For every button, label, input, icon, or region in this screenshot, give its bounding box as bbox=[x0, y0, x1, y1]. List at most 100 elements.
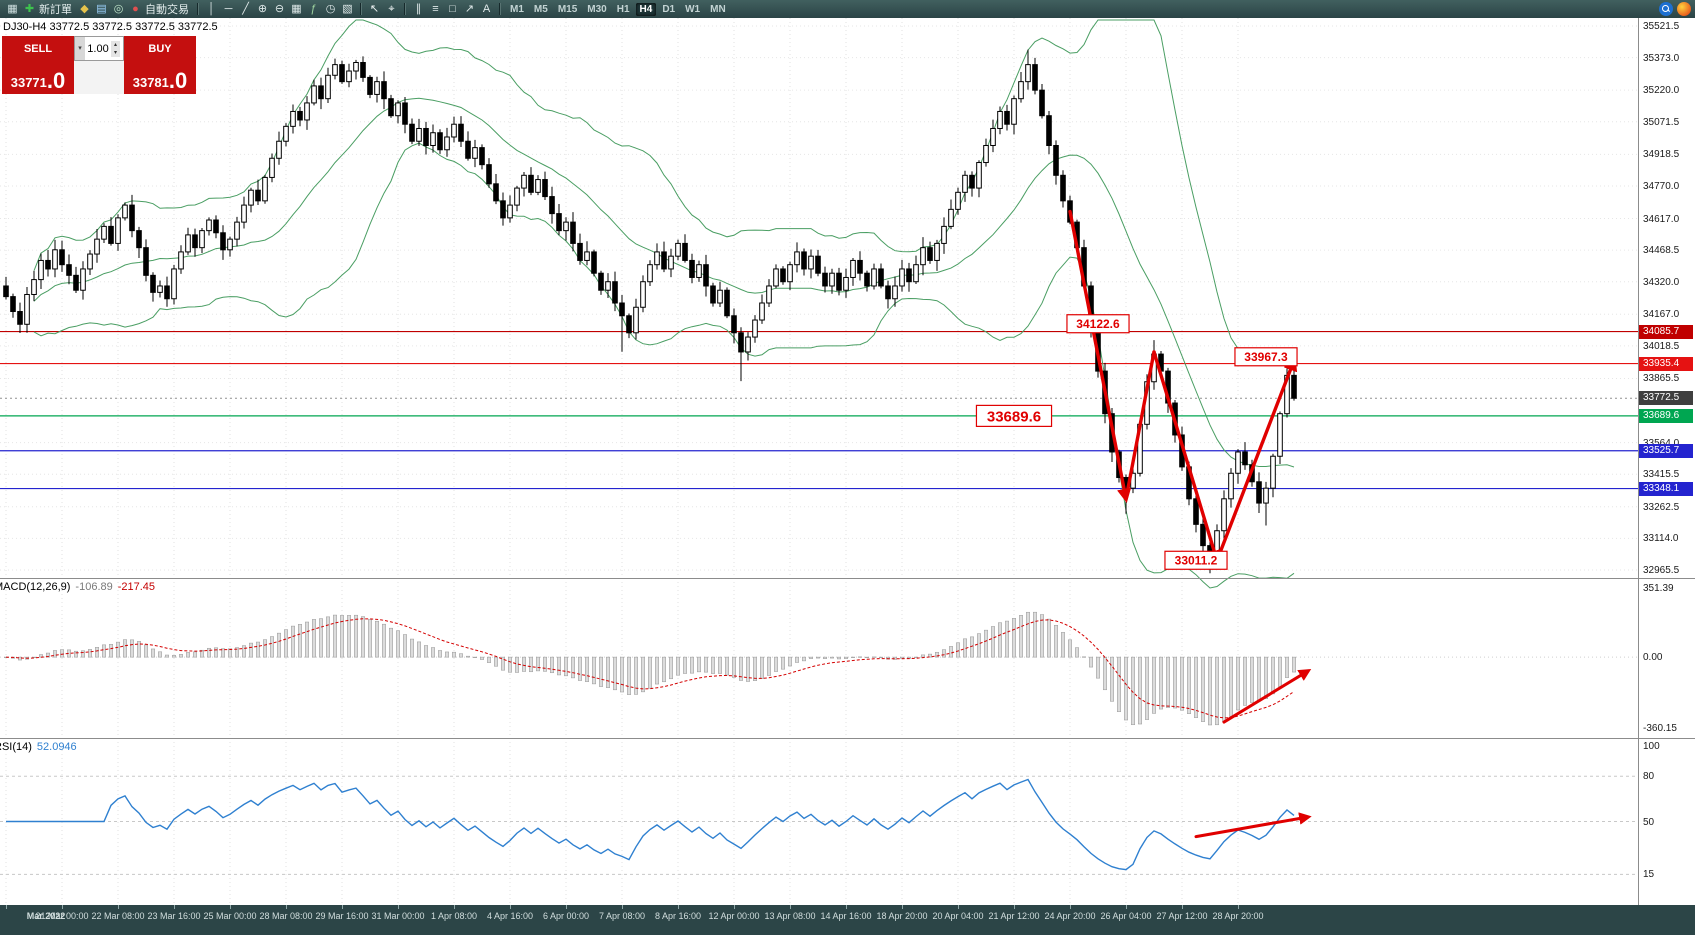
price-tick-label: 35521.5 bbox=[1643, 21, 1680, 32]
time-axis[interactable]: Mar 2022 21 Mar 00:00 22 Mar 08:00 23 Mar 1… bbox=[0, 905, 1695, 935]
timeframe-button-m1[interactable]: M1 bbox=[510, 3, 524, 15]
volume-down-icon[interactable]: ▾ bbox=[111, 48, 120, 57]
macd-trend-arrow[interactable] bbox=[1222, 668, 1312, 724]
time-axis-label: Mar 2022 bbox=[26, 911, 66, 921]
toolbar-separator bbox=[197, 3, 199, 15]
timeframe-switcher: M1 M5 M15 M30 H1 H4 D1 W1 MN bbox=[505, 2, 731, 16]
arrows-icon[interactable]: ↗ bbox=[464, 3, 475, 15]
time-axis-label: 23 Mar 16:00 bbox=[147, 911, 201, 921]
time-axis-tick bbox=[902, 905, 903, 909]
timeframe-button-m30[interactable]: M30 bbox=[587, 3, 607, 15]
time-axis-tick bbox=[958, 905, 959, 909]
trendline-icon[interactable]: ╱ bbox=[242, 3, 249, 15]
vertical-line-icon[interactable]: │ bbox=[208, 3, 215, 15]
time-axis-label: 14 Apr 16:00 bbox=[820, 911, 872, 921]
price-tick-label: 35220.0 bbox=[1643, 85, 1680, 97]
sell-price[interactable]: 33771.0 bbox=[2, 61, 74, 94]
profiles-icon[interactable]: ◆ bbox=[80, 3, 89, 15]
timeframe-button-h1[interactable]: H1 bbox=[616, 3, 630, 15]
grid-lines bbox=[0, 18, 1638, 905]
time-axis-tick bbox=[1014, 905, 1015, 909]
price-badge: 33935.4 bbox=[1639, 356, 1693, 371]
timeframe-button-m5[interactable]: M5 bbox=[533, 3, 548, 15]
time-axis-tick bbox=[118, 905, 119, 909]
macd-histogram bbox=[4, 611, 1297, 726]
volume-input[interactable] bbox=[85, 42, 111, 55]
price-tick-label: 34918.5 bbox=[1643, 149, 1680, 161]
buy-price[interactable]: 33781.0 bbox=[124, 61, 196, 94]
time-axis-label: 25 Mar 00:00 bbox=[203, 911, 257, 921]
rsi-trend-arrow[interactable] bbox=[1194, 812, 1312, 839]
time-axis-label: 31 Mar 00:00 bbox=[371, 911, 425, 921]
timeframe-button-mn[interactable]: MN bbox=[710, 3, 726, 15]
horizontal-level-lines[interactable] bbox=[0, 330, 1638, 490]
new-order-button-label[interactable]: 新訂單 bbox=[39, 4, 72, 16]
price-tick-label: 34018.5 bbox=[1643, 340, 1680, 352]
window-icon[interactable]: ▦ bbox=[7, 3, 18, 15]
time-axis-tick bbox=[678, 905, 679, 909]
rsi-indicator-label: RSI(14)52.0946 bbox=[0, 741, 77, 753]
panel-separator-rsi[interactable] bbox=[0, 738, 1695, 739]
timeframe-button-h4[interactable]: H4 bbox=[635, 2, 657, 16]
time-axis-label: 8 Apr 16:00 bbox=[654, 911, 702, 921]
horizontal-line-icon[interactable]: ─ bbox=[224, 3, 233, 15]
time-axis-label: 1 Apr 08:00 bbox=[430, 911, 478, 921]
time-axis-tick bbox=[342, 905, 343, 909]
time-axis-tick bbox=[1182, 905, 1183, 909]
sell-button[interactable]: SELL bbox=[2, 36, 74, 61]
time-axis-label: 6 Apr 00:00 bbox=[542, 911, 590, 921]
text-icon[interactable]: A bbox=[482, 3, 491, 15]
auto-trading-button[interactable]: ● bbox=[132, 3, 139, 15]
fibonacci-icon[interactable]: ≡ bbox=[432, 3, 439, 15]
crosshair-icon[interactable]: ⌖ bbox=[388, 3, 395, 15]
time-axis-label: 18 Apr 20:00 bbox=[876, 911, 928, 921]
time-axis-label: 13 Apr 08:00 bbox=[764, 911, 816, 921]
period-icon[interactable]: ◷ bbox=[325, 3, 336, 15]
time-axis-label: 21 Apr 12:00 bbox=[988, 911, 1040, 921]
time-axis-tick bbox=[1126, 905, 1127, 909]
rsi-line bbox=[6, 778, 1295, 871]
time-axis-tick bbox=[454, 905, 455, 909]
navigator-icon[interactable]: ◎ bbox=[113, 3, 124, 15]
macd-axis-label: 0.00 bbox=[1643, 652, 1663, 664]
price-axis-separator bbox=[1638, 18, 1639, 905]
tile-windows-icon[interactable]: ▦ bbox=[291, 3, 302, 15]
volume-dropdown-icon[interactable]: ▾ bbox=[75, 37, 85, 60]
timeframe-button-w1[interactable]: W1 bbox=[685, 3, 701, 15]
price-tick-label: 33415.5 bbox=[1643, 469, 1680, 481]
buy-button[interactable]: BUY bbox=[124, 36, 196, 61]
zoom-in-icon[interactable]: ⊕ bbox=[257, 3, 268, 15]
market-watch-icon[interactable]: ▤ bbox=[96, 3, 107, 15]
channel-icon[interactable]: ∥ bbox=[415, 3, 422, 15]
indicators-icon[interactable]: ƒ bbox=[310, 3, 317, 15]
cursor-icon[interactable]: ↖ bbox=[369, 3, 380, 15]
timeframe-button-d1[interactable]: D1 bbox=[662, 3, 676, 15]
time-axis-label: 29 Mar 16:00 bbox=[315, 911, 369, 921]
price-tick-label: 33262.5 bbox=[1643, 501, 1680, 513]
candlestick-series bbox=[3, 49, 1297, 574]
volume-box: ▾ ▴ ▾ bbox=[74, 36, 124, 61]
toolbar-right bbox=[1659, 2, 1691, 16]
rsi-axis-label: 100 bbox=[1643, 741, 1660, 752]
time-axis-tick bbox=[62, 905, 63, 909]
price-tick-label: 34770.0 bbox=[1643, 180, 1680, 192]
template-icon[interactable]: ▧ bbox=[342, 3, 353, 15]
price-tick-label: 35071.5 bbox=[1643, 116, 1680, 128]
new-order-button[interactable]: ✚ bbox=[24, 3, 35, 15]
time-axis-tick bbox=[1070, 905, 1071, 909]
trend-arrow-zigzag[interactable] bbox=[1068, 209, 1298, 565]
zoom-out-icon[interactable]: ⊖ bbox=[274, 3, 285, 15]
timeframe-button-m15[interactable]: M15 bbox=[557, 3, 578, 15]
one-click-trade-panel: SELL ▾ ▴ ▾ BUY 33771.0 33781.0 bbox=[2, 36, 196, 94]
macd-axis-label: -360.15 bbox=[1643, 723, 1677, 734]
price-annotation-labels[interactable]: 34122.6 33967.3 33689.6 33011.2 bbox=[975, 314, 1298, 570]
search-icon[interactable] bbox=[1659, 2, 1673, 16]
toolbar-icons: ▦ ✚ 新訂單 ◆ ▤ ◎ ● 自動交易 │ ─ ╱ ⊕ ⊖ ▦ ƒ ◷ ▧ ↖ ⌖ ∥ ≡ □ ↗ A bbox=[4, 1, 505, 17]
panel-separator-macd[interactable] bbox=[0, 578, 1695, 579]
shapes-icon[interactable]: □ bbox=[449, 3, 456, 15]
toolbar-separator bbox=[404, 3, 406, 15]
auto-trading-button-label[interactable]: 自動交易 bbox=[145, 4, 189, 16]
volume-up-icon[interactable]: ▴ bbox=[111, 40, 120, 49]
notification-icon[interactable] bbox=[1677, 2, 1691, 16]
